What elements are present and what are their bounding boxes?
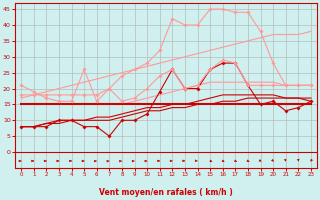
X-axis label: Vent moyen/en rafales ( km/h ): Vent moyen/en rafales ( km/h ) [99, 188, 233, 197]
